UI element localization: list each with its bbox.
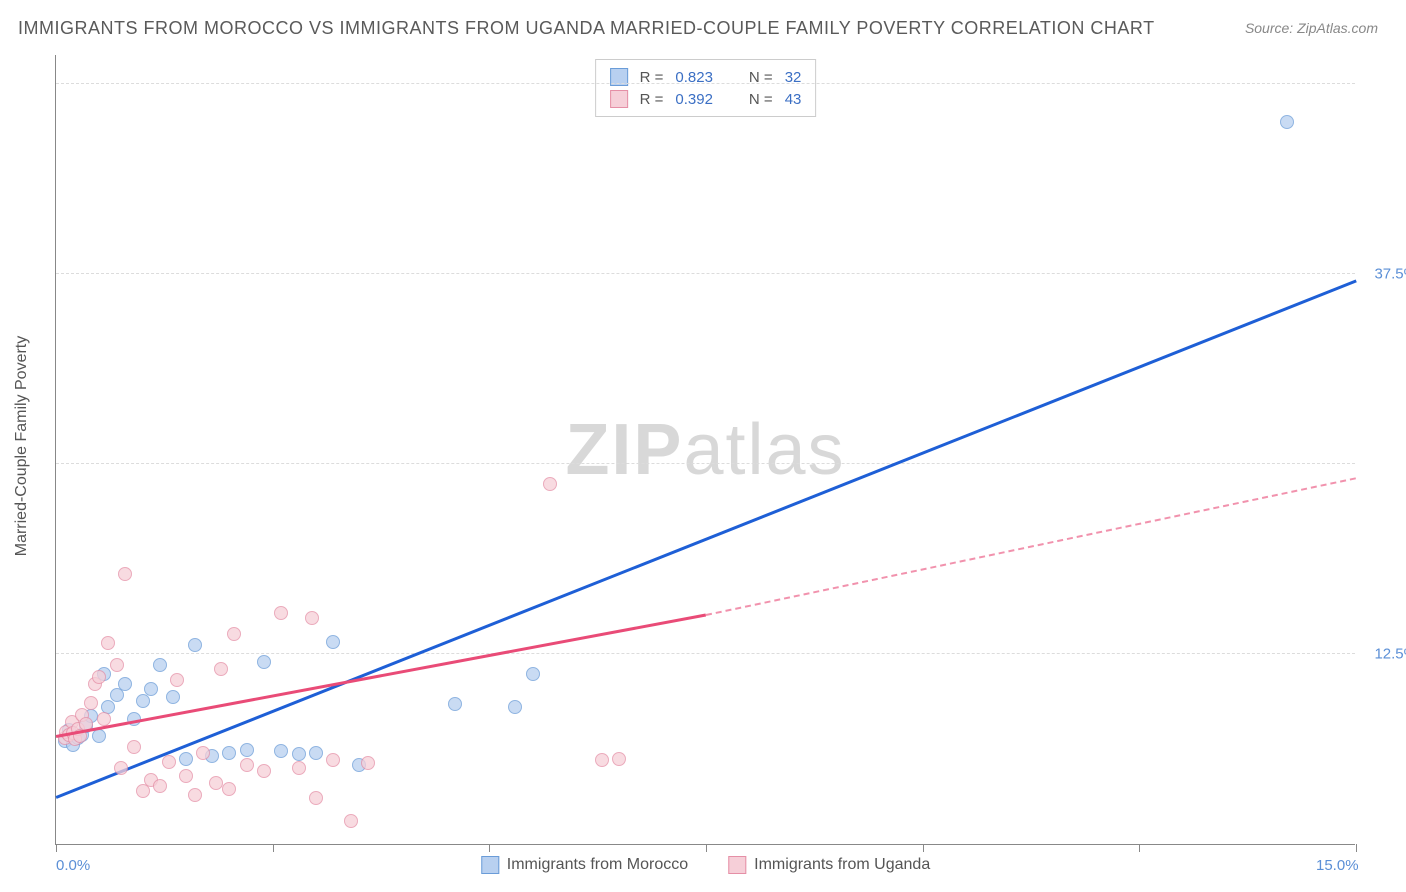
scatter-point [222, 746, 236, 760]
scatter-point [162, 755, 176, 769]
legend-swatch [728, 856, 746, 874]
n-label: N = [749, 91, 773, 108]
scatter-point [543, 477, 557, 491]
legend-correlation: R =0.823N =32 R = 0.392 N = 43 [595, 59, 817, 117]
scatter-point [448, 697, 462, 711]
scatter-point [344, 814, 358, 828]
scatter-point [110, 658, 124, 672]
source-label: Source: [1245, 20, 1293, 36]
x-tick [56, 844, 57, 852]
scatter-point [274, 606, 288, 620]
scatter-point [114, 761, 128, 775]
scatter-point [274, 744, 288, 758]
scatter-point [240, 758, 254, 772]
scatter-point [257, 764, 271, 778]
scatter-point [508, 700, 522, 714]
scatter-point [170, 673, 184, 687]
scatter-point [292, 761, 306, 775]
scatter-point [209, 776, 223, 790]
trendline [56, 614, 706, 738]
scatter-point [188, 788, 202, 802]
scatter-point [179, 769, 193, 783]
scatter-point [305, 611, 319, 625]
source-value: ZipAtlas.com [1297, 20, 1378, 36]
scatter-point [257, 655, 271, 669]
scatter-point [196, 746, 210, 760]
scatter-point [214, 662, 228, 676]
watermark-bold: ZIP [565, 410, 683, 490]
x-tick [489, 844, 490, 852]
trendline [56, 279, 1357, 798]
scatter-point [326, 635, 340, 649]
legend-series-label: Immigrants from Morocco [507, 856, 688, 874]
x-tick [1356, 844, 1357, 852]
chart-title: IMMIGRANTS FROM MOROCCO VS IMMIGRANTS FR… [18, 18, 1155, 39]
scatter-point [1280, 115, 1294, 129]
scatter-point [222, 782, 236, 796]
scatter-point [188, 638, 202, 652]
scatter-point [309, 791, 323, 805]
scatter-point [118, 567, 132, 581]
r-label: R = [640, 91, 664, 108]
legend-swatch [481, 856, 499, 874]
y-tick-label: 37.5% [1374, 266, 1406, 283]
scatter-point [118, 677, 132, 691]
gridline-horizontal [56, 463, 1355, 464]
y-tick-label: 12.5% [1374, 646, 1406, 663]
r-value: 0.392 [675, 91, 713, 108]
legend-series-item: Immigrants from Morocco [481, 856, 688, 874]
scatter-point [127, 740, 141, 754]
scatter-point [326, 753, 340, 767]
scatter-point [92, 670, 106, 684]
scatter-point [361, 756, 375, 770]
legend-correlation-row: R =0.823N =32 [610, 66, 802, 88]
x-tick-label: 0.0% [56, 857, 90, 874]
scatter-point [595, 753, 609, 767]
legend-swatch [610, 90, 628, 108]
x-tick [273, 844, 274, 852]
legend-series: Immigrants from Morocco Immigrants from U… [481, 856, 930, 874]
x-tick [1139, 844, 1140, 852]
scatter-point [101, 636, 115, 650]
scatter-point [153, 779, 167, 793]
y-axis-label: Married-Couple Family Poverty [13, 336, 31, 557]
gridline-horizontal [56, 653, 1355, 654]
scatter-point [240, 743, 254, 757]
watermark: ZIPatlas [565, 409, 845, 491]
scatter-point [136, 694, 150, 708]
scatter-point [612, 752, 626, 766]
legend-series-label: Immigrants from Uganda [754, 856, 930, 874]
scatter-point [292, 747, 306, 761]
watermark-light: atlas [683, 410, 845, 490]
scatter-point [526, 667, 540, 681]
scatter-point [227, 627, 241, 641]
scatter-point [144, 682, 158, 696]
x-tick [706, 844, 707, 852]
legend-series-item: Immigrants from Uganda [728, 856, 930, 874]
x-tick-label: 15.0% [1316, 857, 1359, 874]
gridline-horizontal [56, 83, 1355, 84]
scatter-point [309, 746, 323, 760]
n-value: 43 [785, 91, 802, 108]
scatter-point [179, 752, 193, 766]
source-credit: Source: ZipAtlas.com [1245, 20, 1378, 36]
scatter-point [153, 658, 167, 672]
scatter-point [84, 696, 98, 710]
gridline-horizontal [56, 273, 1355, 274]
legend-correlation-row: R = 0.392 N = 43 [610, 88, 802, 110]
scatter-point [166, 690, 180, 704]
x-tick [923, 844, 924, 852]
plot-area: ZIPatlas R =0.823N =32R =0.392N =43 Immi… [55, 55, 1355, 845]
scatter-point [92, 729, 106, 743]
